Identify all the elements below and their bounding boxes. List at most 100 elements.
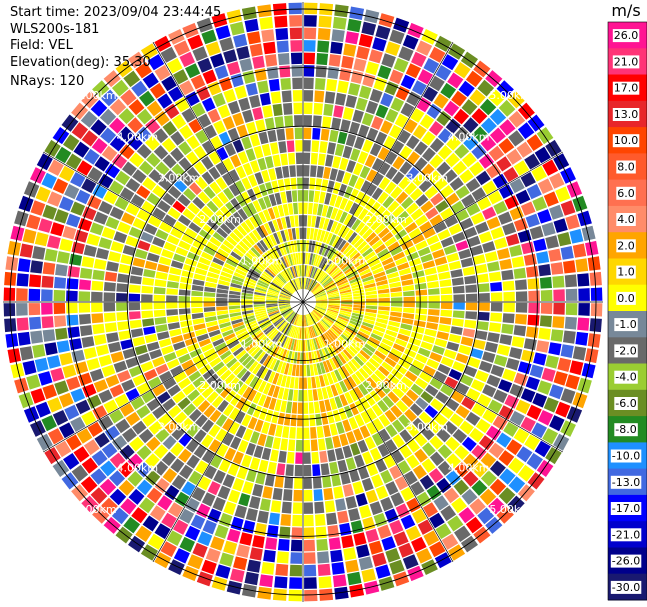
range-gate: [187, 202, 200, 215]
range-gate: [348, 322, 360, 330]
colorbar-label-bg: [614, 397, 638, 410]
range-gate: [111, 153, 128, 169]
range-gate: [361, 346, 374, 357]
range-gate: [373, 271, 386, 279]
range-gate: [140, 43, 158, 60]
range-gate: [286, 324, 293, 336]
range-gate: [358, 33, 373, 48]
range-gate: [103, 292, 116, 302]
range-gate: [267, 308, 279, 314]
range-gate: [331, 235, 340, 248]
range-gate: [368, 258, 381, 268]
range-gate: [441, 54, 459, 71]
range-gate: [320, 258, 328, 269]
range-gate: [225, 258, 238, 268]
range-gate: [320, 463, 330, 476]
range-gate: [218, 318, 230, 325]
range-gate: [225, 336, 238, 346]
range-gate: [328, 298, 340, 301]
range-gate: [392, 205, 405, 218]
range-gate: [281, 308, 292, 315]
range-gate: [81, 91, 99, 109]
range-gate: [303, 477, 312, 489]
range-gate: [334, 237, 344, 249]
range-gate: [259, 319, 270, 327]
range-gate: [311, 376, 317, 389]
range-gate: [227, 489, 241, 504]
range-gate: [354, 177, 365, 190]
range-gate: [101, 364, 116, 378]
range-gate: [42, 262, 56, 275]
range-gate: [354, 258, 366, 268]
range-gate: [345, 457, 357, 471]
range-gate: [426, 485, 442, 501]
range-gate: [388, 276, 401, 284]
range-gate: [266, 302, 278, 304]
range-gate: [186, 423, 200, 438]
range-gate: [99, 108, 117, 126]
range-gate: [366, 127, 379, 142]
range-gate: [146, 398, 161, 412]
ring-label: 3.00km: [158, 172, 200, 185]
range-gate: [305, 327, 309, 339]
range-gate: [147, 54, 165, 71]
range-gate: [265, 409, 274, 422]
range-gate: [160, 541, 177, 558]
range-gate: [249, 327, 261, 336]
range-gate: [310, 439, 318, 452]
range-gate: [304, 327, 307, 339]
range-gate: [168, 86, 184, 102]
range-gate: [195, 328, 208, 337]
range-gate: [3, 303, 16, 317]
azimuth-lines: [3, 2, 603, 602]
range-gate: [219, 275, 231, 283]
range-gate: [350, 341, 361, 352]
colorbar-label-bg: [614, 423, 638, 437]
range-gate: [266, 235, 275, 248]
range-gate: [247, 559, 261, 573]
range-gate: [257, 197, 267, 210]
range-gate: [268, 423, 277, 436]
range-gate: [303, 265, 305, 277]
range-gate: [387, 373, 400, 385]
range-gate: [289, 427, 296, 439]
range-gate: [458, 344, 472, 356]
range-gate: [144, 223, 158, 236]
range-gate: [278, 302, 290, 305]
range-gate: [321, 179, 329, 192]
range-gate: [184, 227, 198, 239]
range-gate: [289, 15, 302, 27]
range-gate: [429, 154, 444, 169]
range-gate: [307, 252, 311, 265]
range-gate: [281, 243, 288, 255]
range-gate: [93, 334, 107, 346]
range-gate: [321, 244, 328, 256]
range-gate: [245, 442, 256, 456]
range-gate: [292, 279, 298, 291]
range-gate: [278, 299, 290, 302]
range-gate: [278, 348, 285, 360]
range-gate: [323, 317, 333, 326]
range-gate: [416, 491, 432, 507]
range-gate: [380, 120, 393, 135]
range-gate: [14, 210, 29, 227]
range-gate: [210, 261, 223, 271]
range-gate: [320, 320, 329, 330]
range-gate: [147, 215, 162, 228]
range-gate: [374, 350, 387, 361]
range-gate: [255, 286, 267, 292]
colorbar-tick-label: -17.0: [612, 502, 640, 515]
range-gate: [242, 109, 254, 123]
range-gate: [79, 267, 93, 279]
range-gate: [390, 307, 403, 312]
range-gate: [132, 336, 146, 347]
range-gate: [187, 251, 200, 261]
range-gate: [161, 75, 177, 92]
range-gate: [475, 370, 489, 383]
range-gate: [180, 276, 193, 284]
range-gate: [217, 314, 229, 320]
range-gate: [466, 203, 481, 216]
range-gate: [154, 317, 167, 325]
range-gate: [291, 527, 303, 539]
range-gate: [166, 315, 179, 323]
